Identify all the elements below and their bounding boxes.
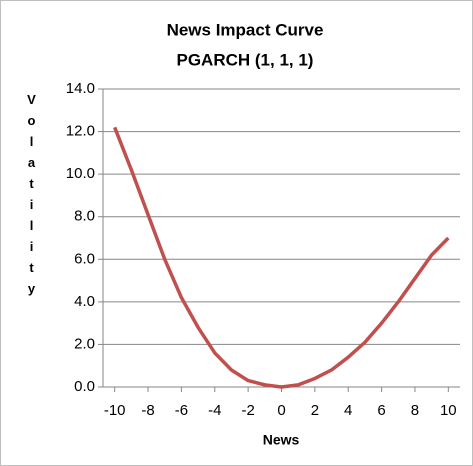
x-axis-label: News [263,432,300,448]
y-axis-label: Volatility [24,92,39,302]
y-tick-label: 0.0 [74,378,95,395]
chart-title: News Impact Curve [167,20,324,39]
x-tick-label: 10 [440,402,457,419]
x-tick-label: 4 [344,402,352,419]
x-tick-label: 2 [311,402,319,419]
x-tick-label: 6 [377,402,385,419]
x-tick-label: -2 [241,402,254,419]
x-tick-label: -8 [141,402,154,419]
y-tick-label: 12.0 [66,123,95,140]
x-tick-label: -4 [208,402,221,419]
y-tick-label: 4.0 [74,293,95,310]
x-tick-label: -10 [104,402,126,419]
x-tick-label: -6 [175,402,188,419]
y-tick-label: 10.0 [66,165,95,182]
y-tick-label: 14.0 [66,80,95,97]
x-tick-label: 0 [277,402,285,419]
x-tick-label: 8 [411,402,419,419]
y-tick-label: 8.0 [74,208,95,225]
y-tick-label: 6.0 [74,250,95,267]
y-tick-label: 2.0 [74,335,95,352]
chart-subtitle: PGARCH (1, 1, 1) [177,50,314,69]
line-series [113,126,450,389]
